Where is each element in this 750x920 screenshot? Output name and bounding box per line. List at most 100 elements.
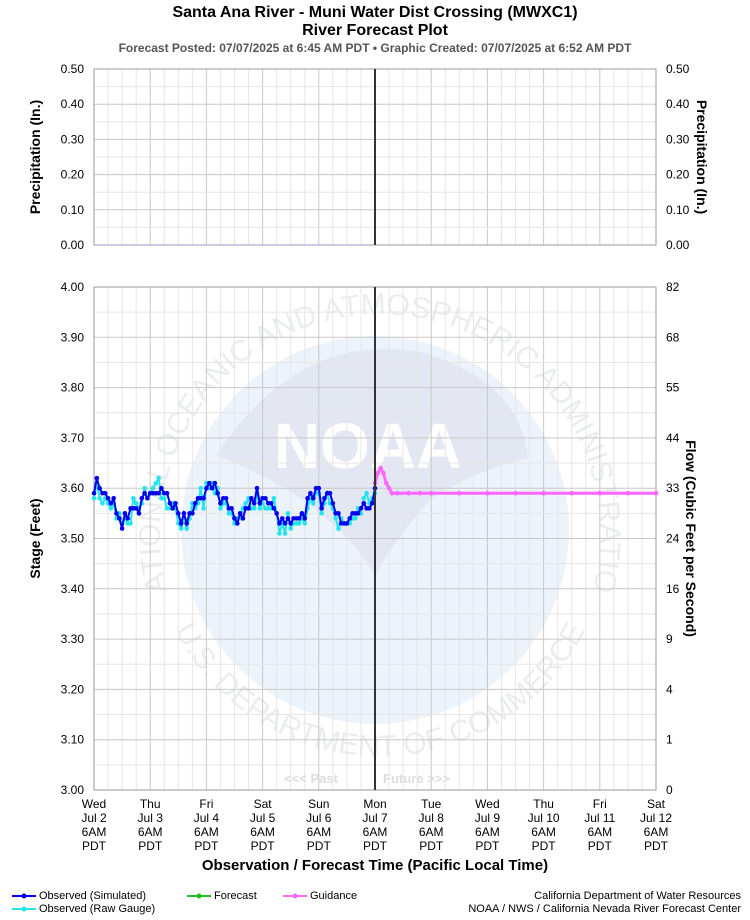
legend-label-observed-simulated: Observed (Simulated) [39,890,146,902]
data-point-observed_simulated [139,495,145,501]
data-point-observed_simulated [209,485,215,491]
data-point-observed_raw [364,490,369,496]
data-point-observed_simulated [136,511,142,516]
data-point-observed_raw [243,500,249,506]
x-tick-label: PDT [532,839,557,853]
data-point-observed_raw [178,526,184,531]
x-tick-label: Sat [254,797,273,811]
data-point-observed_simulated [173,500,178,506]
data-point-observed_raw [91,495,97,501]
chart-title: Santa Ana River - Muni Water Dist Crossi… [172,4,578,21]
data-point-observed_simulated [251,500,257,506]
data-point-observed_simulated [159,485,164,491]
data-point-observed_simulated [114,511,119,516]
data-point-observed_simulated [279,516,285,521]
data-point-guidance [417,490,423,496]
legend-swatch-forecast [187,893,211,899]
data-point-observed_simulated [223,495,229,501]
x-tick-label: 6AM [194,825,219,839]
data-point-guidance [386,485,392,491]
data-point-observed_raw [282,531,288,536]
x-tick-label: PDT [644,839,669,853]
data-point-observed_raw [156,475,161,481]
data-point-observed_raw [153,480,159,486]
x-axis-title: Observation / Forecast Time (Pacific Loc… [202,857,548,874]
data-point-observed_simulated [133,506,139,511]
data-point-observed_simulated [218,500,223,506]
data-point-observed_simulated [282,521,288,526]
data-point-observed_simulated [142,490,147,496]
data-point-observed_raw [133,500,139,506]
x-tick-label: 6AM [419,825,444,839]
x-tick-label: PDT [138,839,163,853]
legend-label-observed-raw: Observed (Raw Gauge) [39,903,156,915]
data-point-guidance [406,490,412,496]
precip-tick-right: 0.40 [666,97,690,111]
data-point-observed_simulated [355,511,361,516]
x-tick-label: PDT [82,839,107,853]
x-tick-label: 6AM [363,825,388,839]
x-tick-label: Jul 2 [81,811,107,825]
data-point-guidance [485,490,490,496]
data-point-observed_simulated [204,485,209,491]
data-point-observed_simulated [145,495,150,501]
data-point-observed_simulated [201,495,206,501]
x-tick-label: Jul 11 [584,811,615,825]
data-point-observed_raw [108,506,114,511]
data-point-observed_simulated [257,500,263,506]
stage-tick-left: 3.30 [61,632,85,646]
stage-tick-left: 3.50 [61,532,85,546]
x-tick-label: Thu [533,797,554,811]
data-point-observed_simulated [246,506,251,511]
flow-tick-right: 0 [666,783,673,797]
data-point-observed_raw [319,511,324,516]
stage-tick-left: 3.90 [61,330,85,344]
x-tick-label: 6AM [531,825,556,839]
flow-tick-right: 33 [666,481,680,495]
data-point-observed_simulated [156,490,161,496]
chart-subtitle-title: River Forecast Plot [302,22,448,39]
x-tick-label: Fri [199,797,213,811]
x-tick-label: Sun [308,797,329,811]
data-point-observed_simulated [344,521,350,526]
credit-cnrfc: NOAA / NWS / California Nevada River For… [468,903,741,915]
flow-tick-right: 16 [666,582,680,596]
x-tick-label: 6AM [587,825,612,839]
data-point-observed_raw [361,495,367,501]
data-point-guidance [389,490,395,496]
credit-dwr: California Department of Water Resources [534,890,741,902]
data-point-observed_raw [198,485,204,491]
x-tick-label: Jul 8 [419,811,445,825]
data-point-observed_simulated [299,511,305,516]
precip-tick-left: 0.50 [61,62,85,76]
data-point-guidance [569,490,574,496]
data-point-guidance [597,490,603,496]
x-tick-label: PDT [363,839,388,853]
data-point-observed_raw [285,511,291,516]
data-point-observed_simulated [254,485,260,491]
x-tick-label: 6AM [82,825,107,839]
data-point-observed_simulated [178,521,184,526]
posted-created-info: Forecast Posted: 07/07/2025 at 6:45 AM P… [118,41,632,55]
data-point-observed_simulated [322,495,327,501]
data-point-observed_raw [296,521,302,526]
data-point-observed_simulated [176,511,181,516]
data-point-observed_simulated [170,506,175,511]
precip-tick-left: 0.20 [61,168,85,182]
x-tick-label: Jul 4 [194,811,220,825]
stage-tick-left: 3.60 [61,481,85,495]
legend-guidance: Guidance [283,890,357,902]
x-tick-label: 6AM [475,825,500,839]
data-point-observed_simulated [116,516,122,521]
data-point-observed_simulated [111,495,116,501]
data-point-guidance [457,490,462,496]
data-point-observed_raw [100,500,105,506]
data-point-observed_raw [336,526,341,531]
flow-tick-right: 44 [666,431,680,445]
stage-tick-left: 3.80 [61,381,85,395]
data-point-observed_simulated [367,506,372,511]
x-tick-label: Wed [82,797,106,811]
data-point-observed_raw [302,521,308,526]
data-point-observed_raw [201,506,206,511]
